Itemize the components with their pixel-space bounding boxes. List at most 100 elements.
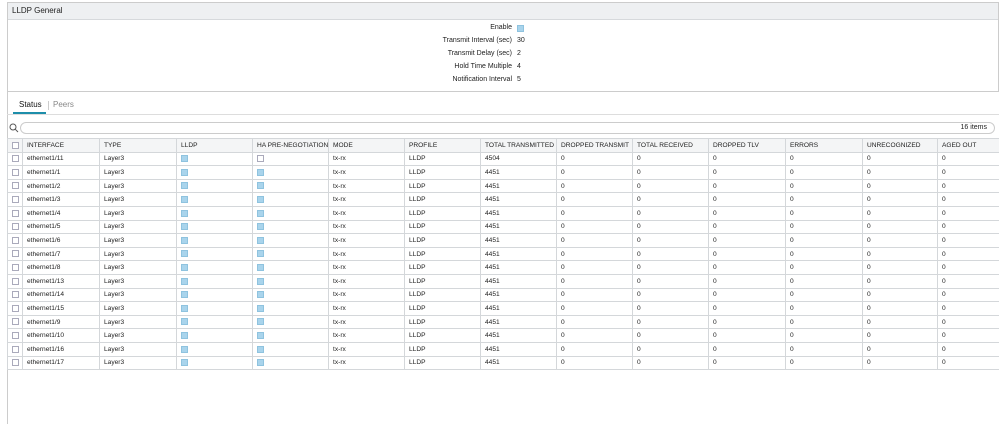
table-row: ethernet1/7Layer3tx-rxLLDP4451000000 [8,247,999,261]
checkbox[interactable] [257,196,264,203]
checkbox[interactable] [12,210,19,217]
checkbox[interactable] [257,318,264,325]
cell: 0 [557,206,633,220]
checkbox[interactable] [257,346,264,353]
tab[interactable]: Status [19,100,42,109]
checkbox[interactable] [257,291,264,298]
checkbox[interactable] [257,237,264,244]
search-icon[interactable] [9,123,19,133]
checkbox[interactable] [12,237,19,244]
general-panel: LLDP General EnableTransmit Interval (se… [7,2,999,92]
checkbox[interactable] [181,359,188,366]
checkbox[interactable] [12,305,19,312]
cell [253,206,329,220]
cell: LLDP [405,315,481,329]
checkbox[interactable] [517,25,524,32]
checkbox[interactable] [12,318,19,325]
cell: 0 [786,220,863,234]
cell: 0 [709,206,786,220]
cell: 0 [709,193,786,207]
checkbox[interactable] [12,155,19,162]
cell: ethernet1/8 [23,261,100,275]
cell: 0 [633,288,709,302]
checkbox[interactable] [12,264,19,271]
checkbox[interactable] [181,210,188,217]
checkbox[interactable] [181,155,188,162]
cell: LLDP [405,193,481,207]
cell: 0 [938,288,999,302]
checkbox[interactable] [257,223,264,230]
cell [177,356,253,370]
cell: Layer3 [100,274,177,288]
tab[interactable]: Peers [53,100,74,109]
column-header: MODE [329,139,405,153]
cell: 4451 [481,288,557,302]
checkbox[interactable] [12,250,19,257]
checkbox[interactable] [181,223,188,230]
cell: 0 [863,288,938,302]
checkbox[interactable] [181,318,188,325]
checkbox[interactable] [181,182,188,189]
checkbox[interactable] [181,346,188,353]
cell: Layer3 [100,206,177,220]
checkbox[interactable] [181,196,188,203]
checkbox[interactable] [257,305,264,312]
checkbox[interactable] [12,359,19,366]
cell: tx-rx [329,329,405,343]
cell: 0 [709,302,786,316]
cell: 0 [633,302,709,316]
checkbox[interactable] [257,264,264,271]
cell: 0 [786,288,863,302]
row-select [8,288,23,302]
cell: Layer3 [100,193,177,207]
cell [177,206,253,220]
checkbox[interactable] [12,182,19,189]
search-box[interactable] [20,122,995,134]
field-value [517,25,524,32]
checkbox[interactable] [12,169,19,176]
checkbox[interactable] [181,169,188,176]
checkbox[interactable] [257,332,264,339]
checkbox[interactable] [12,332,19,339]
cell [177,234,253,248]
checkbox[interactable] [181,291,188,298]
checkbox[interactable] [257,210,264,217]
checkbox[interactable] [181,237,188,244]
checkbox[interactable] [181,332,188,339]
checkbox[interactable] [12,223,19,230]
checkbox[interactable] [12,278,19,285]
cell: 0 [863,342,938,356]
checkbox[interactable] [257,359,264,366]
cell: 0 [938,166,999,180]
cell: 0 [557,234,633,248]
cell: tx-rx [329,342,405,356]
checkbox[interactable] [181,264,188,271]
cell [253,179,329,193]
cell: 0 [709,261,786,275]
cell: 4451 [481,247,557,261]
cell: 0 [863,206,938,220]
cell: 0 [557,247,633,261]
cell: Layer3 [100,261,177,275]
cell: 0 [557,356,633,370]
checkbox[interactable] [257,278,264,285]
checkbox[interactable] [181,250,188,257]
cell: 0 [633,261,709,275]
cell [253,234,329,248]
checkbox[interactable] [181,305,188,312]
checkbox[interactable] [257,169,264,176]
checkbox[interactable] [257,155,264,162]
checkbox[interactable] [257,182,264,189]
cell: 0 [633,356,709,370]
checkbox[interactable] [181,278,188,285]
cell: Layer3 [100,234,177,248]
table-row: ethernet1/2Layer3tx-rxLLDP4451000000 [8,179,999,193]
checkbox[interactable] [12,142,19,149]
checkbox[interactable] [257,250,264,257]
cell: Layer3 [100,288,177,302]
cell: 0 [557,288,633,302]
checkbox[interactable] [12,291,19,298]
checkbox[interactable] [12,346,19,353]
checkbox[interactable] [12,196,19,203]
cell: 0 [863,315,938,329]
